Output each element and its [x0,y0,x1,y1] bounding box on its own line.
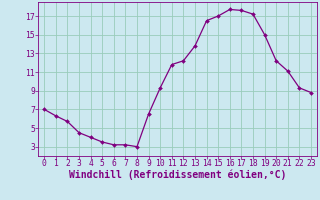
X-axis label: Windchill (Refroidissement éolien,°C): Windchill (Refroidissement éolien,°C) [69,170,286,180]
